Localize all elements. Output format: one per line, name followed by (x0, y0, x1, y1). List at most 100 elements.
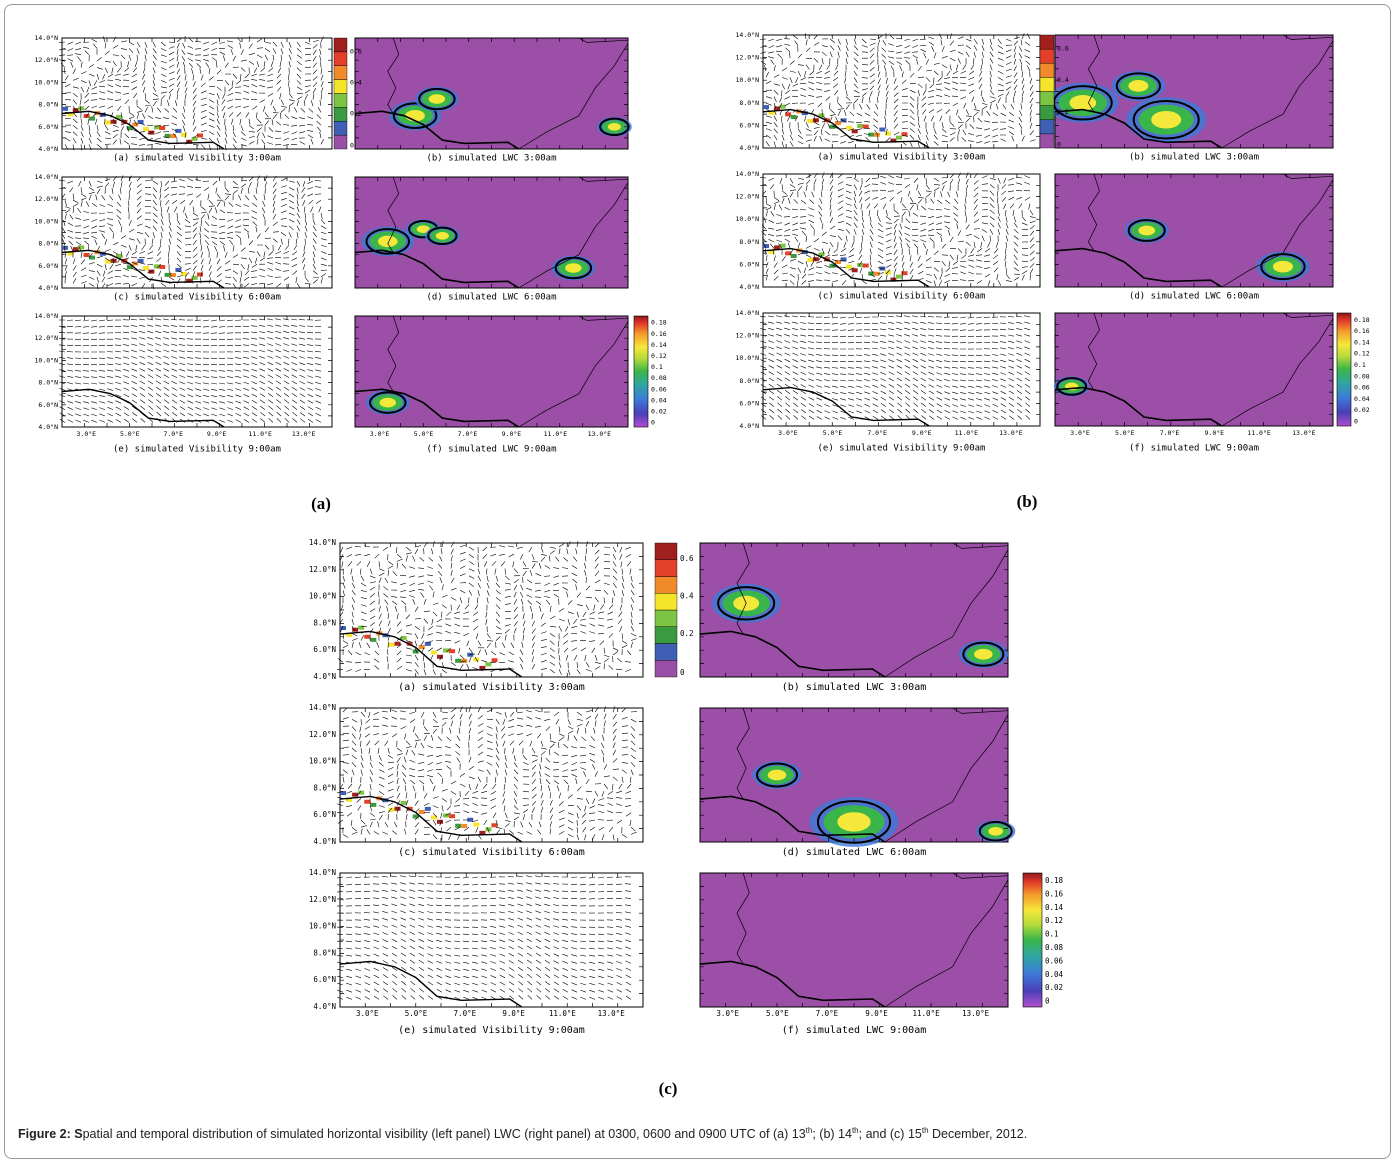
visibility-map (762, 312, 1041, 427)
visibility-map (339, 872, 644, 1008)
visibility-map (762, 173, 1041, 288)
lat-label: 8.0°N (313, 618, 336, 627)
visibility-shading (895, 274, 902, 279)
colorbar-label: 0.12 (1045, 916, 1063, 925)
lat-label: 8.0°N (739, 377, 759, 385)
border (387, 37, 400, 114)
visibility-shading (340, 626, 346, 631)
lat-label: 14.0°N (736, 309, 760, 317)
lon-label: 9.0°E (1205, 429, 1225, 437)
lon-label: 5.0°E (823, 429, 843, 437)
visibility-shading (461, 658, 468, 663)
visibility-map (339, 542, 644, 678)
colorbar-label: 0.08 (1045, 943, 1064, 952)
visibility-shading (164, 272, 171, 277)
border (884, 714, 1009, 843)
visibility-shading (443, 648, 450, 653)
panel-caption: (a) simulated Visibility 3:00am (113, 154, 281, 164)
colorbar (1336, 312, 1352, 427)
visibility-shading (364, 634, 371, 639)
coastline (699, 960, 886, 1008)
panel-caption: (b) simulated LWC 3:00am (782, 682, 927, 693)
visibility-shading (352, 792, 359, 797)
border (884, 879, 1009, 1008)
coastline (699, 795, 886, 843)
axis-ticks (1054, 312, 1334, 427)
lwc-circle (369, 391, 407, 414)
lwc-circle (392, 102, 438, 129)
lon-label: 11.0°E (913, 1009, 941, 1018)
visibility-shading (191, 136, 198, 141)
lwc-circle (427, 226, 458, 246)
border (1221, 40, 1334, 149)
lat-label: 12.0°N (309, 895, 336, 904)
lat-label: 10.0°N (35, 217, 59, 225)
visibility-shading (430, 815, 437, 820)
colorbar-swatch (654, 609, 678, 627)
lwc-patch (1151, 110, 1182, 129)
coastline (762, 108, 930, 149)
lwc-patch (1128, 80, 1149, 92)
border (736, 872, 750, 965)
lon-label: 9.0°E (912, 429, 932, 437)
coastline (354, 110, 520, 150)
border (952, 707, 1009, 714)
panel-caption: (d) simulated LWC 6:00am (426, 293, 556, 303)
visibility-shading (340, 791, 346, 796)
colorbar-label: 0.18 (651, 319, 667, 327)
lat-label: 4.0°N (739, 283, 759, 291)
colorbar (633, 315, 649, 428)
visibility-shading (153, 125, 160, 130)
colorbar-label: 0.14 (1354, 338, 1370, 346)
visibility-shading (180, 132, 187, 137)
visibility-shading (418, 645, 425, 650)
visibility-shading (352, 627, 359, 632)
visibility-shading (424, 641, 431, 646)
panel-caption: (f) simulated LWC 9:00am (1129, 444, 1259, 454)
visibility-shading (358, 625, 365, 630)
colorbar-label: 0.6 (680, 554, 694, 563)
visibility-shading (143, 127, 149, 132)
axis-ticks (354, 315, 629, 428)
colorbar-label: 0 (1045, 997, 1050, 1006)
visibility-shading (67, 251, 74, 256)
visibility-shading (763, 105, 769, 110)
group-label: (c) (659, 1079, 678, 1098)
visibility-shading (346, 797, 353, 802)
coastline (61, 249, 225, 289)
border (518, 321, 629, 428)
visibility-shading (180, 271, 187, 276)
visibility-shading (779, 243, 786, 248)
lwc-patch (974, 648, 993, 660)
lon-label: 7.0°E (1160, 429, 1180, 437)
coastline (1054, 108, 1223, 149)
border (387, 315, 400, 392)
lwc-patch (988, 826, 1004, 836)
lon-label: 13.0°E (292, 430, 316, 438)
colorbar-label: 0.14 (651, 341, 667, 349)
panel-caption: (e) simulated Visibility 9:00am (398, 1025, 585, 1036)
group-label: (b) (1017, 492, 1038, 511)
visibility-shading (78, 106, 85, 111)
lwc-circle (816, 800, 892, 844)
lat-label: 8.0°N (313, 783, 336, 792)
coastline (1054, 386, 1223, 427)
colorbar-label: 0.06 (1045, 956, 1064, 965)
visibility-shading (829, 263, 836, 268)
colorbar-label: 0.16 (651, 330, 667, 338)
visibility-shading (768, 249, 775, 254)
lwc-patch (1272, 260, 1293, 273)
colorbar-label: 0.02 (1354, 406, 1370, 414)
panel-caption: (b) simulated LWC 3:00am (1129, 153, 1259, 163)
axis-ticks (354, 176, 629, 289)
colorbar-label: 0 (680, 668, 685, 677)
visibility-shading (461, 823, 468, 828)
colorbar-label: 0.06 (1354, 384, 1370, 392)
lon-label: 11.0°E (955, 429, 979, 437)
visibility-shading (473, 822, 480, 827)
lwc-circle (1260, 253, 1306, 281)
colorbar-label: 0.2 (680, 629, 694, 638)
lat-label: 14.0°N (35, 173, 59, 181)
lwc-patch (377, 235, 398, 248)
visibility-shading (862, 263, 869, 268)
